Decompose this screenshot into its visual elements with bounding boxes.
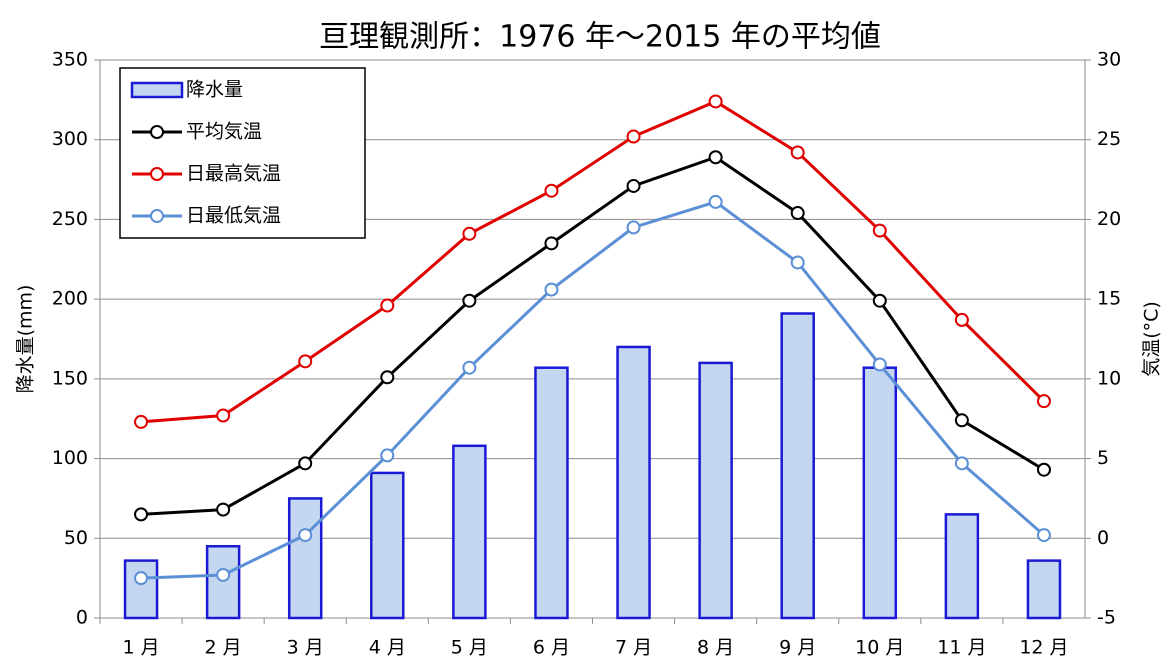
- line: [140, 155, 1045, 516]
- x-tick-label: 3 月: [287, 637, 324, 659]
- x-tick-label: 5 月: [451, 637, 488, 659]
- y2-tick-label: 20: [1097, 208, 1121, 230]
- x-tick-label: 11 月: [937, 637, 986, 659]
- marker: [544, 282, 559, 297]
- y2-tick-label: 30: [1097, 49, 1121, 71]
- x-tick-label: 10 月: [855, 637, 904, 659]
- marker: [708, 194, 723, 209]
- line: [140, 99, 1046, 424]
- chart-title: 亘理観測所：1976 年～2015 年の平均値: [319, 20, 881, 55]
- marker: [298, 528, 313, 543]
- marker: [790, 255, 805, 270]
- marker: [626, 178, 641, 193]
- marker: [462, 360, 477, 375]
- marker: [134, 571, 149, 586]
- legend-label: 平均気温: [186, 121, 262, 143]
- y2-tick-label: 25: [1097, 128, 1121, 150]
- marker: [1036, 462, 1051, 477]
- x-tick-label: 12 月: [1019, 637, 1068, 659]
- marker: [462, 293, 477, 308]
- marker: [380, 448, 395, 463]
- marker: [216, 567, 231, 582]
- bar: [287, 497, 323, 620]
- marker: [298, 456, 313, 471]
- y-tick-label: 200: [52, 288, 88, 310]
- bar: [862, 366, 898, 620]
- marker: [954, 312, 969, 327]
- marker: [134, 414, 149, 429]
- y2-tick-label: 10: [1097, 367, 1121, 389]
- bar: [452, 444, 487, 620]
- legend-label: 日最低気温: [186, 205, 281, 227]
- legend-swatch: [130, 81, 184, 99]
- y-tick-label: 300: [52, 128, 88, 150]
- bar: [698, 361, 733, 620]
- marker: [462, 226, 477, 241]
- x-tick-label: 8 月: [697, 637, 734, 659]
- y-tick-label: 150: [52, 367, 88, 389]
- marker: [626, 220, 641, 235]
- bar: [123, 559, 159, 620]
- bar: [1026, 559, 1062, 620]
- legend-label: 降水量: [186, 79, 243, 101]
- bar: [780, 312, 815, 620]
- marker: [708, 94, 723, 109]
- y-axis-label: 降水量(mm): [15, 285, 37, 394]
- x-tick-label: 9 月: [779, 637, 816, 659]
- legend-marker: [150, 125, 164, 139]
- marker: [954, 456, 969, 471]
- marker: [708, 150, 723, 165]
- y-tick-label: 100: [52, 447, 88, 469]
- y2-tick-label: 0: [1097, 527, 1109, 549]
- x-tick-label: 2 月: [205, 637, 242, 659]
- marker: [216, 408, 231, 423]
- marker: [380, 370, 395, 385]
- x-tick-label: 7 月: [615, 637, 652, 659]
- marker: [298, 354, 313, 369]
- bar: [205, 545, 241, 620]
- bar: [370, 471, 405, 620]
- marker: [790, 206, 805, 221]
- marker: [872, 293, 887, 308]
- marker: [544, 236, 559, 251]
- marker: [544, 183, 559, 198]
- marker: [134, 507, 149, 522]
- marker: [1036, 528, 1051, 543]
- marker: [1036, 394, 1051, 409]
- x-tick-label: 6 月: [533, 637, 570, 659]
- x-tick-label: 1 月: [122, 637, 159, 659]
- marker: [872, 357, 887, 372]
- bar: [534, 366, 569, 620]
- y2-tick-label: -5: [1097, 607, 1116, 629]
- marker: [626, 129, 641, 144]
- y2-axis-label: 気温(°C): [1141, 301, 1163, 377]
- line: [140, 200, 1045, 580]
- legend-marker: [150, 209, 164, 223]
- legend-label: 日最高気温: [186, 163, 281, 185]
- marker: [954, 413, 969, 428]
- y2-tick-label: 5: [1097, 447, 1109, 469]
- marker: [790, 145, 805, 160]
- y2-tick-label: 15: [1097, 288, 1121, 310]
- y-tick-label: 50: [64, 527, 88, 549]
- marker: [216, 502, 231, 517]
- y-tick-label: 350: [52, 49, 88, 71]
- legend-marker: [150, 167, 164, 181]
- y-tick-label: 0: [76, 607, 88, 629]
- marker: [380, 298, 395, 313]
- x-tick-label: 4 月: [369, 637, 406, 659]
- marker: [872, 223, 887, 238]
- y-tick-label: 250: [52, 208, 88, 230]
- bar: [944, 513, 980, 620]
- bar: [616, 345, 651, 620]
